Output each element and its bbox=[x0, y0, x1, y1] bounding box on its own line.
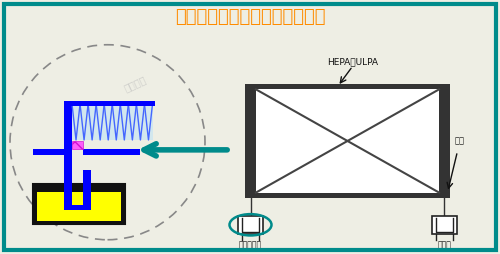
Text: 刀架: 刀架 bbox=[455, 136, 465, 146]
Bar bbox=[238, 216, 263, 234]
Text: 广州梓净: 广州梓净 bbox=[327, 118, 353, 136]
Bar bbox=[64, 102, 72, 210]
Bar bbox=[64, 205, 91, 210]
Text: 广州梓净: 广州梓净 bbox=[122, 74, 148, 93]
Text: 液槽密封高效过滤器安装示意图: 液槽密封高效过滤器安装示意图 bbox=[175, 8, 325, 26]
Bar bbox=[439, 84, 450, 198]
Text: HEPA或ULPA: HEPA或ULPA bbox=[327, 57, 378, 66]
Text: 密封液: 密封液 bbox=[438, 240, 452, 249]
Bar bbox=[32, 184, 125, 224]
Bar bbox=[432, 216, 457, 234]
Bar bbox=[245, 84, 450, 198]
Bar bbox=[245, 193, 450, 198]
Bar bbox=[83, 149, 140, 155]
Bar bbox=[32, 149, 72, 155]
Bar bbox=[64, 101, 155, 106]
Bar bbox=[83, 170, 91, 210]
Text: 铝合金液槽: 铝合金液槽 bbox=[239, 240, 262, 249]
Bar bbox=[72, 141, 83, 149]
Bar bbox=[245, 84, 256, 198]
Bar bbox=[72, 104, 152, 140]
Bar bbox=[36, 192, 121, 221]
Bar bbox=[245, 84, 450, 89]
